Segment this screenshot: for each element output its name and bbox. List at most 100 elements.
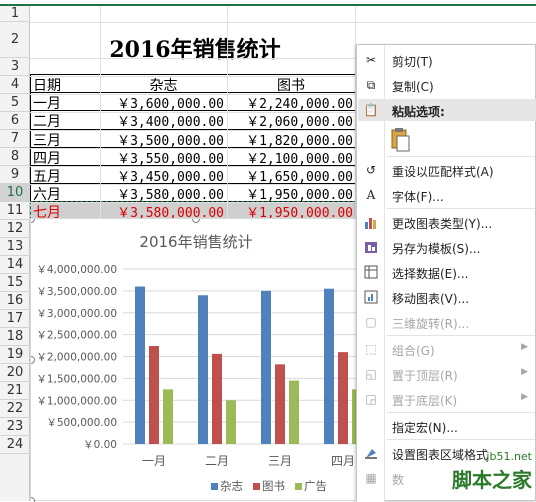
row-header-11[interactable]: 11 (0, 202, 30, 220)
sales-chart[interactable]: 2016年销售统计￥0.00￥500,000.00￥1,000,000.00￥1… (30, 218, 360, 501)
row-header-8[interactable]: 8 (0, 148, 30, 166)
menu-item-reset-style-label: 重设以匹配样式(A) (392, 163, 494, 180)
resize-handle (31, 219, 35, 223)
y-tick-label: ￥2,000,000.00 (36, 352, 117, 364)
cell-book[interactable]: ￥1,820,000.00 (229, 130, 353, 149)
row-header-21[interactable]: 21 (0, 382, 30, 400)
menu-item-change-chart-type[interactable]: 更改图表类型(Y)... (357, 210, 536, 234)
bar-图书-三月 (275, 364, 285, 444)
cell-book[interactable]: ￥1,650,000.00 (229, 166, 353, 185)
bar-杂志-三月 (261, 291, 271, 444)
y-tick-label: ￥1,000,000.00 (36, 395, 117, 407)
grid-line (30, 22, 536, 23)
cell-magazine[interactable]: ￥3,500,000.00 (102, 130, 224, 149)
row-header-3[interactable]: 3 (0, 58, 30, 76)
menu-item-assign-macro[interactable]: 指定宏(N)... (357, 414, 536, 438)
row-header-20[interactable]: 20 (0, 364, 30, 382)
row-header-19[interactable]: 19 (0, 346, 30, 364)
row-header-5[interactable]: 5 (0, 94, 30, 112)
row-header-16[interactable]: 16 (0, 292, 30, 310)
row-header-18[interactable]: 18 (0, 328, 30, 346)
menu-item-change-chart-type-label: 更改图表类型(Y)... (392, 215, 492, 232)
menu-item-save-template-label: 另存为模板(S)... (392, 240, 480, 257)
row-header-6[interactable]: 6 (0, 112, 30, 130)
menu-item-send-to-back: ◲ 置于底层(K) ▶ (357, 387, 536, 411)
cell-book[interactable]: ￥2,100,000.00 (229, 148, 353, 167)
sheet-title[interactable]: 2016年销售统计 (30, 32, 360, 64)
move-chart-icon (363, 289, 379, 305)
row-header-15[interactable]: 15 (0, 274, 30, 292)
menu-item-select-data[interactable]: 选择数据(E)... (357, 260, 536, 284)
menu-separator (387, 335, 535, 336)
row-header-17[interactable]: 17 (0, 310, 30, 328)
legend-swatch-杂志 (211, 483, 218, 490)
legend-swatch-图书 (253, 483, 260, 490)
cell-book[interactable]: ￥2,240,000.00 (229, 93, 353, 112)
menu-item-assign-macro-label: 指定宏(N)... (392, 419, 458, 436)
paste-button[interactable] (385, 125, 413, 155)
row-header-24[interactable]: 24 (0, 436, 30, 454)
cell-magazine[interactable]: ￥3,450,000.00 (102, 166, 224, 185)
group-icon: ⬚ (363, 341, 379, 357)
row-header-1[interactable]: 1 (0, 6, 30, 22)
legend-label-广告: 广告 (304, 479, 327, 493)
menu-item-select-data-label: 选择数据(E)... (392, 265, 468, 282)
cell-magazine[interactable]: ￥3,550,000.00 (102, 148, 224, 167)
bar-杂志-四月 (324, 289, 334, 444)
chart-type-icon (363, 214, 379, 230)
y-tick-label: ￥0.00 (83, 439, 117, 451)
row-header-4[interactable]: 4 (0, 76, 30, 94)
row-header-22[interactable]: 22 (0, 400, 30, 418)
menu-item-cut[interactable]: ✂ 剪切(T) (357, 48, 536, 72)
menu-item-bring-to-front: ◱ 置于顶层(R) ▶ (357, 362, 536, 386)
menu-item-paste-options: 📋 粘贴选项: (357, 98, 536, 122)
select-data-icon (363, 264, 379, 280)
submenu-arrow-icon: ▶ (521, 367, 528, 377)
submenu-arrow-icon: ▶ (521, 392, 528, 402)
x-tick-label: 一月 (142, 454, 166, 468)
cell-magazine[interactable]: ￥3,400,000.00 (102, 111, 224, 130)
menu-item-font-label: 字体(F)... (392, 188, 444, 205)
menu-item-font[interactable]: A 字体(F)... (357, 183, 536, 207)
x-tick-label: 二月 (205, 454, 229, 468)
menu-item-send-to-back-label: 置于底层(K) (392, 392, 457, 409)
chart-title: 2016年销售统计 (139, 233, 252, 251)
menu-separator (387, 439, 535, 440)
row-header-2[interactable]: 2 (0, 22, 30, 58)
bar-杂志-二月 (198, 295, 208, 444)
row-header-23[interactable]: 23 (0, 418, 30, 436)
y-tick-label: ￥2,500,000.00 (36, 330, 117, 342)
chart-canvas[interactable]: 2016年销售统计￥0.00￥500,000.00￥1,000,000.00￥1… (31, 219, 361, 502)
menu-separator (387, 156, 535, 157)
menu-item-copy[interactable]: ⧉ 复制(C) (357, 73, 536, 97)
cell-magazine[interactable]: ￥3,600,000.00 (102, 93, 224, 112)
menu-separator (387, 412, 535, 413)
menu-item-move-chart[interactable]: 移动图表(V)... (357, 285, 536, 309)
menu-item-move-chart-label: 移动图表(V)... (392, 290, 469, 307)
bring-front-icon: ◱ (363, 366, 379, 382)
row-header-14[interactable]: 14 (0, 256, 30, 274)
row-header-9[interactable]: 9 (0, 166, 30, 184)
rotate-3d-icon: ▢ (363, 314, 379, 330)
y-tick-label: ￥1,500,000.00 (36, 373, 117, 385)
row-header-10[interactable]: 10 (0, 184, 30, 202)
save-template-icon (363, 239, 379, 255)
resize-handle (31, 357, 35, 364)
legend-label-杂志: 杂志 (220, 479, 243, 493)
scissors-icon: ✂ (363, 52, 379, 68)
row-header-13[interactable]: 13 (0, 238, 30, 256)
legend-swatch-广告 (295, 483, 302, 490)
resize-handle (31, 498, 35, 502)
watermark-url: jb51.net (486, 450, 532, 463)
menu-item-copy-label: 复制(C) (392, 78, 434, 95)
paste-clipboard-icon (385, 125, 413, 155)
row-header-7[interactable]: 7 (0, 130, 30, 148)
y-tick-label: ￥3,500,000.00 (36, 286, 117, 298)
cell-book[interactable]: ￥2,060,000.00 (229, 111, 353, 130)
menu-item-cut-label: 剪切(T) (392, 53, 433, 70)
row-header-12[interactable]: 12 (0, 220, 30, 238)
menu-item-reset-style[interactable]: ↺ 重设以匹配样式(A) (357, 158, 536, 182)
bar-图书-一月 (149, 346, 159, 444)
menu-item-save-template[interactable]: 另存为模板(S)... (357, 235, 536, 259)
